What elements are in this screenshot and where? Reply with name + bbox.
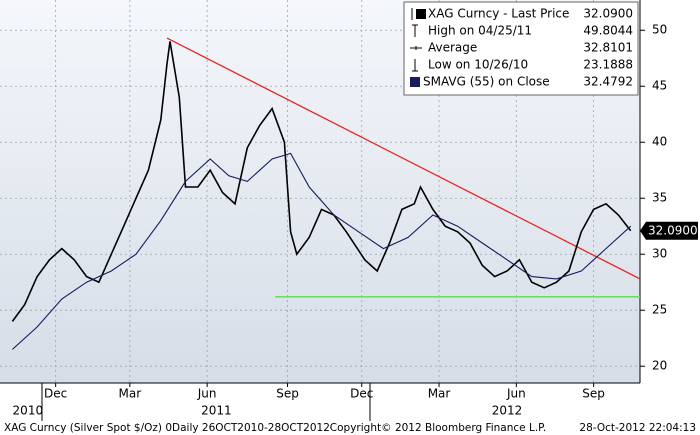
legend-icon [412, 59, 418, 72]
legend-label: XAG Curncy - Last Price [428, 7, 569, 21]
x-tick-label: Sep [582, 387, 605, 401]
x-tick-label: Dec [350, 387, 373, 401]
legend-icon [412, 24, 418, 37]
legend-icon [410, 46, 422, 50]
legend-icon [416, 9, 426, 19]
legend [403, 1, 639, 96]
x-tick-label: Dec [44, 387, 67, 401]
year-label: 2010 [13, 404, 44, 418]
x-tick-label: Mar [119, 387, 142, 401]
legend-label: SMAVG (55) on Close [423, 75, 550, 89]
series-line [12, 152, 632, 350]
x-tick-label: Sep [276, 387, 299, 401]
y-tick-label: 45 [652, 79, 667, 93]
price-tag-label: 32.0900 [648, 223, 698, 237]
legend-value: 23.1888 [583, 58, 633, 72]
y-tick-label: 50 [652, 23, 667, 37]
legend-label: Average [428, 41, 477, 55]
x-tick-label: Jun [506, 387, 526, 401]
year-label: 2011 [201, 404, 232, 418]
y-tick-label: 25 [652, 303, 667, 317]
legend-value: 32.8101 [583, 41, 633, 55]
y-tick-label: 35 [652, 191, 667, 205]
series-line [11, 41, 632, 322]
price-tag [640, 221, 698, 240]
legend-value: 32.4792 [583, 75, 633, 89]
year-label: 2012 [492, 404, 523, 418]
trend-line [166, 37, 641, 280]
footer-center: Copyright© 2012 Bloomberg Finance L.P. [330, 422, 546, 434]
footer-left: XAG Curncy (Silver Spot $/Oz) 0Daily 26O… [4, 422, 330, 434]
footer-right: 28-Oct-2012 22:04:13 [579, 422, 696, 434]
legend-value: 32.0900 [583, 7, 633, 21]
legend-value: 49.8044 [583, 24, 633, 38]
y-tick-label: 40 [652, 135, 667, 149]
y-tick-label: 20 [652, 359, 667, 373]
x-tick-label: Jun [197, 387, 217, 401]
axis-area [640, 0, 700, 383]
x-tick-label: Mar [428, 387, 451, 401]
legend-label: Low on 10/26/10 [428, 58, 528, 72]
legend-icon [410, 77, 420, 87]
legend-label: High on 04/25/11 [428, 24, 532, 38]
y-tick-label: 30 [652, 247, 667, 261]
